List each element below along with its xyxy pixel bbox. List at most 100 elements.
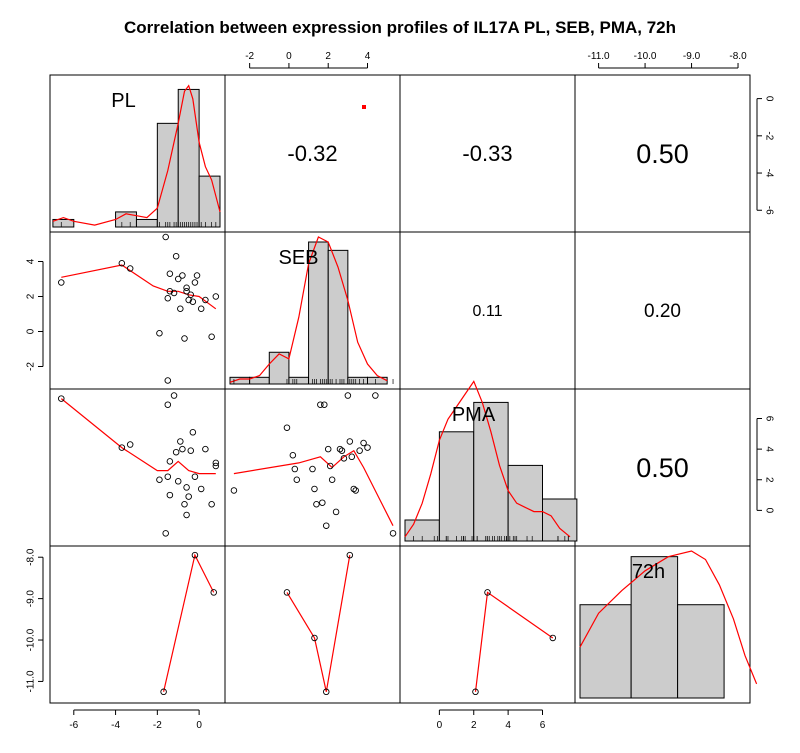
scatter-point-SEB_PMA (293, 476, 301, 484)
tick-label-bottom-PL: -2 (153, 720, 162, 731)
scatter-point-PMA_72h (549, 634, 557, 642)
smoother-line-SEB_PMA (233, 449, 394, 526)
scatter-point-PL_SEB (208, 333, 215, 341)
scatter-point-SEB_PMA (356, 447, 363, 454)
scatter-point-SEB_PMA (346, 438, 354, 445)
scatter-point-PL_SEB (164, 377, 172, 384)
scatter-point-SEB_PMA (352, 487, 359, 494)
scatter-point-PL_PMA (156, 476, 163, 484)
chart-title: Correlation between expression profiles … (124, 18, 676, 37)
correlation-value-PMA-72h: 0.50 (636, 453, 689, 483)
scatter-point-SEB_72h (283, 589, 291, 596)
variable-label-PL: PL (111, 90, 135, 112)
tick-label-left-72h: -9.0 (26, 590, 37, 608)
tick-label-left-SEB: 0 (26, 328, 37, 334)
histogram-bar-SEB (229, 376, 251, 385)
tick-label-left-72h: -10.0 (26, 628, 37, 651)
scatter-point-PL_PMA (212, 462, 220, 470)
scatter-point-SEB_72h (323, 688, 330, 696)
histogram-bar-72h (630, 556, 679, 699)
variable-label-72h: 72h (632, 561, 665, 583)
scatter-point-PL_SEB (189, 298, 197, 306)
density-curve-PL (52, 84, 221, 226)
significance-marker (362, 105, 366, 109)
scatter-point-PL_SEB (172, 252, 180, 260)
scatter-point-PL_72h (160, 688, 167, 696)
scatter-point-SEB_PMA (289, 452, 297, 459)
tick-label-top-72h: -9.0 (683, 51, 701, 62)
scatter-point-SEB_PMA (348, 453, 356, 461)
smoother-line-PL_SEB (61, 264, 217, 310)
scatter-point-PL_SEB (166, 270, 174, 278)
scatter-point-PL_SEB (58, 279, 65, 286)
scatter-point-PL_72h (210, 589, 217, 596)
scatter-point-PL_SEB (202, 296, 209, 304)
scatter-point-SEB_PMA (332, 508, 340, 516)
scatter-point-PL_SEB (183, 284, 190, 292)
tick-label-top-SEB: 2 (325, 51, 331, 62)
tick-label-top-72h: -11.0 (588, 51, 610, 62)
tick-label-right-PL: -4 (764, 169, 775, 178)
tick-label-left-SEB: 2 (26, 293, 37, 299)
tick-label-bottom-PL: 0 (196, 720, 202, 731)
scatter-point-SEB_PMA (389, 530, 397, 537)
scatter-point-SEB_PMA (360, 439, 367, 447)
tick-label-bottom-PMA: 4 (505, 720, 511, 731)
scatter-point-PL_PMA (172, 448, 180, 456)
correlation-value-SEB-72h: 0.20 (644, 301, 681, 322)
tick-label-left-72h: -8.0 (26, 548, 37, 566)
scatter-point-PL_PMA (181, 501, 188, 508)
scatter-point-SEB_PMA (311, 485, 318, 493)
panel-frame-PMA-PL (49, 388, 226, 547)
histogram-bar-SEB (327, 249, 349, 385)
scatter-point-PL_SEB (191, 279, 199, 286)
scatter-point-SEB_PMA (291, 465, 299, 473)
scatter-point-SEB_PMA (326, 462, 334, 470)
histogram-bar-PMA (507, 464, 543, 542)
scatter-point-PL_SEB (170, 289, 178, 297)
scatter-point-SEB_PMA (372, 392, 379, 399)
tick-label-right-PMA: 2 (764, 477, 775, 483)
panel-frame-72h-PL (49, 545, 226, 704)
smoother-line-PMA_72h (474, 591, 554, 692)
scatter-point-SEB_PMA (344, 392, 352, 399)
scatter-point-PL_PMA (191, 473, 199, 480)
scatter-point-PL_PMA (58, 395, 65, 402)
scatter-point-PL_PMA (126, 441, 134, 448)
histogram-bar-SEB (347, 376, 369, 385)
scatter-point-PL_SEB (187, 291, 195, 299)
scatter-point-PL_PMA (118, 444, 126, 451)
tick-label-right-PL: 0 (764, 96, 775, 102)
scatter-point-PL_PMA (183, 484, 190, 491)
scatter-point-SEB_PMA (328, 476, 336, 484)
scatter-point-SEB_PMA (324, 445, 332, 453)
correlation-value-PL-72h: 0.50 (636, 139, 689, 169)
scatter-point-PL_SEB (174, 275, 182, 283)
scatter-point-PL_SEB (212, 293, 220, 300)
scatter-point-PL_SEB (126, 265, 134, 272)
scatter-point-PL_PMA (212, 459, 220, 467)
scatter-point-PL_PMA (174, 478, 182, 485)
variable-label-PMA: PMA (452, 404, 496, 426)
panel-frame-PMA-SEB (224, 388, 401, 547)
panel-frame-72h-SEB (224, 545, 401, 704)
scatter-point-SEB_PMA (323, 522, 330, 529)
scatter-point-PL_72h (191, 551, 199, 559)
scatter-point-SEB_PMA (340, 455, 348, 462)
correlation-value-SEB-PMA: 0.11 (473, 303, 503, 320)
tick-label-left-72h: -11.0 (26, 670, 37, 692)
tick-label-bottom-PL: -6 (69, 720, 78, 731)
histogram-bar-SEB (268, 351, 290, 385)
scatter-point-PL_PMA (197, 485, 205, 493)
tick-label-top-SEB: 0 (286, 51, 292, 62)
scatter-point-PL_SEB (181, 335, 188, 342)
tick-label-left-SEB: -2 (26, 362, 37, 371)
scatter-point-PL_SEB (156, 330, 163, 337)
scatter-point-PL_PMA (202, 445, 209, 453)
scatter-point-PL_PMA (187, 447, 195, 454)
scatter-point-PL_SEB (166, 288, 174, 295)
scatter-point-PL_SEB (164, 295, 172, 302)
scatter-point-PL_SEB (183, 288, 190, 295)
tick-label-right-PL: -6 (764, 206, 775, 215)
scatter-point-SEB_PMA (309, 465, 316, 473)
